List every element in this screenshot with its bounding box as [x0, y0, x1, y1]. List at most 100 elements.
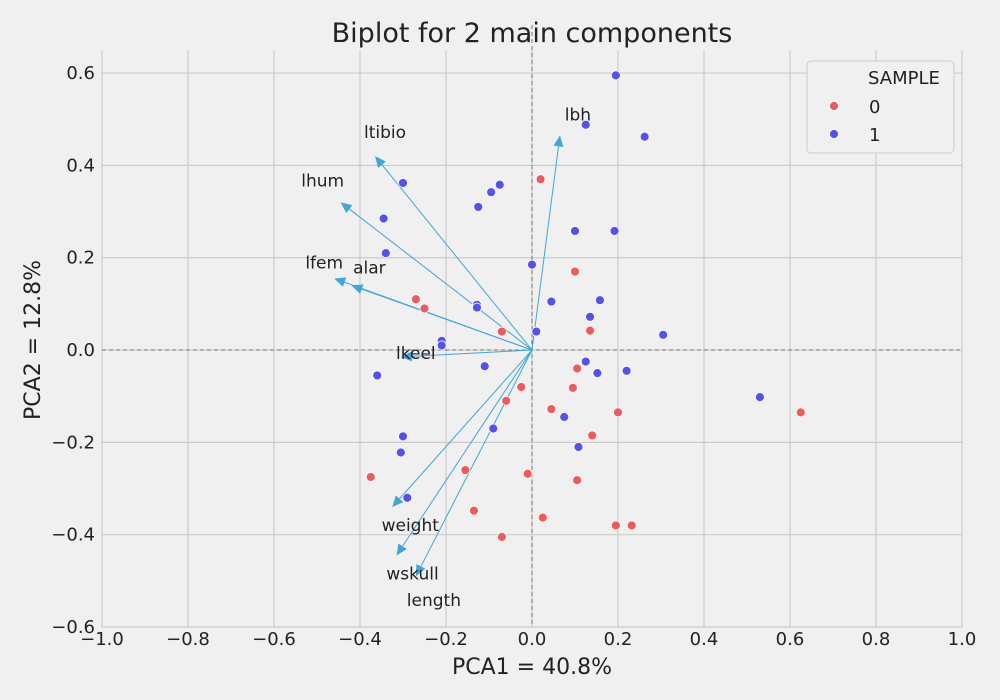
- loading-arrowhead-lkeel: [400, 351, 413, 362]
- scatter-point-sample-1: [436, 340, 447, 351]
- loading-arrow-alar: [361, 288, 533, 351]
- scatter-point-sample-1: [473, 202, 484, 212]
- scatter-point-sample-0: [460, 465, 471, 475]
- y-tick-label: −0.6: [51, 617, 95, 638]
- x-tick-label: 0.2: [604, 629, 633, 650]
- loading-label-lhum: lhum: [301, 171, 344, 191]
- scatter-point-sample-1: [527, 259, 537, 270]
- legend-entry-label: 0: [869, 97, 880, 118]
- scatter-point-sample-0: [795, 407, 806, 418]
- scatter-point-sample-1: [610, 70, 621, 81]
- scatter-point-sample-1: [621, 365, 632, 376]
- legend-entry-label: 1: [869, 125, 880, 146]
- scatter-point-sample-1: [486, 187, 497, 198]
- loading-arrowhead-weight: [392, 495, 404, 507]
- scatter-point-sample-1: [398, 178, 408, 188]
- scatter-point-sample-0: [496, 326, 507, 337]
- scatter-point-sample-0: [626, 520, 637, 531]
- loading-arrow-ltibio: [381, 164, 533, 351]
- scatter-point-sample-1: [378, 213, 389, 224]
- legend-entries: 01: [829, 97, 880, 146]
- y-tick-label: −0.4: [51, 525, 95, 546]
- loading-arrowhead-wskull: [396, 543, 407, 556]
- loading-arrowhead-alar: [351, 284, 364, 294]
- scatter-point-sample-1: [372, 370, 383, 381]
- loading-arrowhead-lbh: [553, 135, 564, 147]
- scatter-point-sample-1: [488, 423, 499, 434]
- scatter-point-sample-1: [395, 447, 406, 458]
- scatter-point-sample-1: [494, 179, 505, 190]
- x-tick-label: 0.0: [518, 629, 547, 650]
- scatter-point-sample-0: [546, 404, 557, 415]
- scatter-point-sample-0: [522, 468, 533, 479]
- legend: SAMPLE 01: [806, 60, 955, 154]
- x-axis-label: PCA1 = 40.8%: [452, 655, 612, 680]
- x-tick-label: −0.2: [424, 629, 468, 650]
- scatter-point-sample-0: [613, 407, 623, 418]
- x-tick-label: −0.4: [338, 629, 382, 650]
- y-tick-label: 0.0: [66, 340, 95, 361]
- legend-box: [806, 60, 955, 154]
- scatter-point-sample-1: [755, 392, 765, 403]
- scatter-point-sample-0: [610, 520, 621, 531]
- scatter-point-sample-0: [496, 532, 507, 542]
- scatter-point-sample-1: [595, 295, 605, 306]
- loading-label-lfem: lfem: [305, 253, 343, 273]
- loading-label-wskull: wskull: [386, 564, 438, 584]
- x-tick-label: −0.8: [166, 629, 210, 650]
- x-tick-label: 1.0: [948, 629, 977, 650]
- scatter-point-sample-1: [580, 119, 591, 130]
- x-tick-label: 0.8: [862, 629, 891, 650]
- loading-label-alar: alar: [353, 258, 386, 278]
- loading-label-weight: weight: [382, 516, 440, 536]
- scatter-point-sample-1: [570, 226, 580, 236]
- loading-arrow-weight: [399, 349, 533, 500]
- scatter-point-sample-1: [592, 368, 603, 379]
- chart-title: Biplot for 2 main components: [332, 18, 733, 49]
- y-tick-label: 0.6: [66, 63, 95, 84]
- loading-arrowhead-length: [415, 564, 426, 577]
- legend-title: SAMPLE: [868, 68, 940, 89]
- loading-arrow-lhum: [349, 208, 533, 351]
- scatter-point-sample-1: [658, 329, 669, 340]
- scatter-point-sample-0: [572, 363, 583, 374]
- scatter-point-sample-1: [585, 311, 595, 322]
- x-tick-label: −0.6: [252, 629, 296, 650]
- scatter-point-sample-0: [570, 266, 580, 277]
- scatter-point-sample-1: [573, 442, 584, 452]
- y-tick-label: 0.2: [66, 248, 95, 269]
- loading-arrow-lbh: [531, 146, 560, 351]
- scatter-point-sample-1: [398, 431, 408, 442]
- loading-label-ltibio: ltibio: [364, 123, 406, 143]
- loading-labels: lbh ltibio lhum lfem alar lkeel weight wskull le…: [301, 105, 591, 611]
- tick-labels: −1.0 −0.8 −0.6 −0.4 −0.2 0.0 0.2 0.4 0.6 0.8 1.0 −0…: [51, 63, 976, 650]
- loading-arrow-length: [420, 349, 533, 567]
- legend-marker-0: [829, 101, 839, 111]
- scatter-point-sample-0: [535, 174, 546, 185]
- scatter-point-sample-0: [501, 395, 512, 406]
- scatter-point-sample-0: [567, 382, 578, 393]
- scatter-point-sample-1: [546, 296, 557, 307]
- loading-arrowhead-lfem: [334, 277, 347, 287]
- loading-label-length: length: [407, 591, 461, 611]
- scatter-point-sample-0: [537, 512, 548, 523]
- scatter-point-sample-1: [609, 226, 620, 236]
- scatter-point-sample-1: [472, 302, 482, 313]
- scatter-point-sample-1: [531, 326, 542, 337]
- scatter-points: [365, 70, 806, 542]
- x-tick-label: 0.6: [776, 629, 805, 650]
- scatter-point-sample-1: [380, 248, 391, 259]
- scatter-point-sample-0: [572, 475, 583, 486]
- loading-label-lbh: lbh: [565, 105, 591, 125]
- scatter-point-sample-0: [587, 430, 598, 441]
- scatter-point-sample-0: [516, 382, 527, 392]
- y-axis-label: PCA2 = 12.8%: [21, 260, 46, 420]
- scatter-point-sample-0: [585, 325, 595, 336]
- scatter-point-sample-0: [469, 505, 479, 516]
- loading-arrows: [334, 135, 564, 577]
- scatter-point-sample-0: [419, 303, 430, 314]
- scatter-point-sample-1: [639, 131, 650, 142]
- loading-arrowhead-ltibio: [375, 156, 386, 168]
- loading-arrow-lkeel: [411, 349, 533, 357]
- loading-arrowhead-lhum: [340, 202, 353, 214]
